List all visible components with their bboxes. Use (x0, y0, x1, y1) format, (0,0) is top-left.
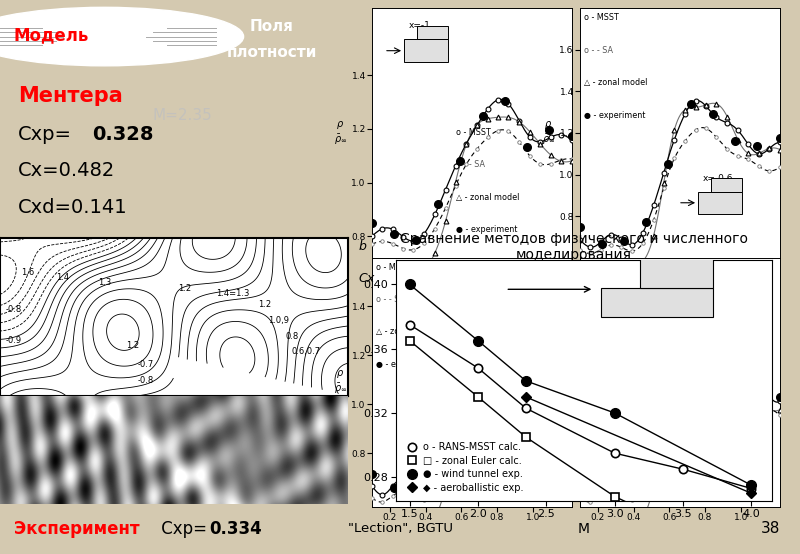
o - RANS-MSST calc. (521, 405, 530, 412)
Text: 0.8: 0.8 (286, 332, 299, 341)
Text: "Lection", BGTU: "Lection", BGTU (347, 522, 453, 535)
Text: 1.3: 1.3 (98, 278, 111, 287)
□ - zonal Euler calc. (521, 434, 530, 440)
FancyBboxPatch shape (711, 178, 742, 192)
Text: -0.7: -0.7 (138, 360, 154, 369)
Bar (601, 288, 714, 316)
□ - zonal Euler calc. (405, 337, 414, 344)
FancyBboxPatch shape (518, 427, 548, 441)
Text: o - - SA: o - - SA (584, 295, 613, 304)
Text: Схр=: Схр= (156, 520, 207, 537)
□ - zonal Euler calc. (610, 493, 619, 500)
Bar (640, 256, 714, 288)
Circle shape (0, 10, 230, 63)
Text: Сх=0.482: Сх=0.482 (18, 161, 115, 180)
Text: ● - experiment: ● - experiment (584, 110, 646, 120)
Text: Ментера: Ментера (18, 86, 123, 106)
o - RANS-MSST calc. (405, 321, 414, 328)
Text: o - - SA: o - - SA (456, 160, 485, 170)
Text: плотности: плотности (226, 45, 317, 60)
Text: $b$: $b$ (358, 239, 368, 253)
Text: Схd=0.141: Схd=0.141 (18, 198, 128, 217)
Text: -0.9: -0.9 (6, 336, 22, 345)
Text: ● - experiment: ● - experiment (456, 225, 518, 234)
Text: o - - SA: o - - SA (376, 295, 405, 304)
Circle shape (7, 16, 202, 57)
Circle shape (34, 22, 174, 51)
Line: □ - zonal Euler calc.: □ - zonal Euler calc. (406, 336, 756, 554)
Text: x=-0.2: x=-0.2 (509, 423, 538, 432)
Text: 1.2: 1.2 (178, 284, 191, 293)
Text: ● - experiment: ● - experiment (584, 360, 646, 369)
Circle shape (0, 7, 244, 66)
Text: Модель: Модель (14, 26, 90, 44)
Text: △ - zonal model: △ - zonal model (376, 327, 439, 336)
□ - zonal Euler calc. (678, 525, 688, 532)
Legend: o - RANS-MSST calc., □ - zonal Euler calc., ● - wind tunnel exp., ◆ - aeroballis: o - RANS-MSST calc., □ - zonal Euler cal… (401, 439, 528, 496)
Text: o - MSST: o - MSST (584, 13, 618, 22)
Text: 38: 38 (761, 521, 780, 536)
Text: o - MSST: o - MSST (456, 128, 490, 137)
Line: ◆ - aeroballistic exp.: ◆ - aeroballistic exp. (522, 393, 755, 497)
● - wind tunnel exp. (405, 281, 414, 288)
Line: ● - wind tunnel exp.: ● - wind tunnel exp. (405, 280, 756, 490)
Text: o - MSST: o - MSST (584, 263, 618, 271)
FancyBboxPatch shape (418, 26, 448, 39)
Text: М=2.35: М=2.35 (153, 108, 213, 123)
Text: x=-0.6: x=-0.6 (702, 173, 733, 183)
Text: 1.2: 1.2 (126, 341, 139, 350)
Text: 1.0,9: 1.0,9 (268, 316, 289, 325)
Text: x=-1: x=-1 (408, 22, 430, 30)
Text: -0.8: -0.8 (6, 305, 22, 314)
Text: △ - zonal model: △ - zonal model (456, 193, 519, 202)
Text: 0.328: 0.328 (92, 125, 154, 143)
□ - zonal Euler calc. (474, 393, 483, 400)
Text: Эксперимент: Эксперимент (14, 520, 140, 537)
Y-axis label: $\rho$
$\bar\rho_\infty$: $\rho$ $\bar\rho_\infty$ (542, 119, 555, 147)
Text: 1.4=1.3: 1.4=1.3 (217, 289, 250, 298)
Text: ● - experiment: ● - experiment (376, 360, 438, 369)
Text: 0.334: 0.334 (210, 520, 262, 537)
Y-axis label: $\rho$
$\bar\rho_\infty$: $\rho$ $\bar\rho_\infty$ (542, 368, 555, 396)
FancyBboxPatch shape (404, 39, 448, 62)
FancyBboxPatch shape (726, 427, 756, 441)
● - wind tunnel exp. (521, 377, 530, 384)
◆ - aeroballistic exp. (746, 490, 756, 496)
FancyBboxPatch shape (712, 441, 756, 463)
Text: -0.8: -0.8 (138, 376, 154, 385)
o - RANS-MSST calc. (678, 466, 688, 473)
Text: 1.4: 1.4 (56, 273, 70, 282)
Text: △ - zonal model: △ - zonal model (584, 327, 647, 336)
● - wind tunnel exp. (474, 337, 483, 344)
Text: Схр=: Схр= (18, 125, 72, 143)
Y-axis label: $\rho$
$\bar\rho_\infty$: $\rho$ $\bar\rho_\infty$ (334, 119, 347, 147)
o - RANS-MSST calc. (746, 485, 756, 492)
o - RANS-MSST calc. (610, 450, 619, 456)
Text: $Cx$: $Cx$ (358, 273, 377, 285)
X-axis label: M: M (578, 522, 590, 536)
Text: x=-0.01: x=-0.01 (717, 423, 753, 432)
Text: △ - zonal model: △ - zonal model (584, 78, 647, 87)
Line: o - RANS-MSST calc.: o - RANS-MSST calc. (406, 320, 756, 493)
Text: o - - SA: o - - SA (584, 45, 613, 55)
● - wind tunnel exp. (610, 410, 619, 417)
Text: Поля: Поля (250, 19, 294, 34)
o - RANS-MSST calc. (474, 365, 483, 371)
Text: 0.6,0.7: 0.6,0.7 (292, 347, 321, 356)
● - wind tunnel exp. (746, 482, 756, 489)
◆ - aeroballistic exp. (521, 393, 530, 400)
FancyBboxPatch shape (504, 441, 548, 463)
Y-axis label: $\rho$
$\bar\rho_\infty$: $\rho$ $\bar\rho_\infty$ (334, 368, 347, 396)
Text: o - MSST: o - MSST (376, 263, 410, 271)
Text: Сравнение методов физического и численного
моделирования: Сравнение методов физического и численно… (400, 232, 748, 262)
Text: 1.2: 1.2 (258, 300, 271, 309)
Text: 1.6: 1.6 (22, 269, 34, 278)
FancyBboxPatch shape (698, 192, 742, 214)
